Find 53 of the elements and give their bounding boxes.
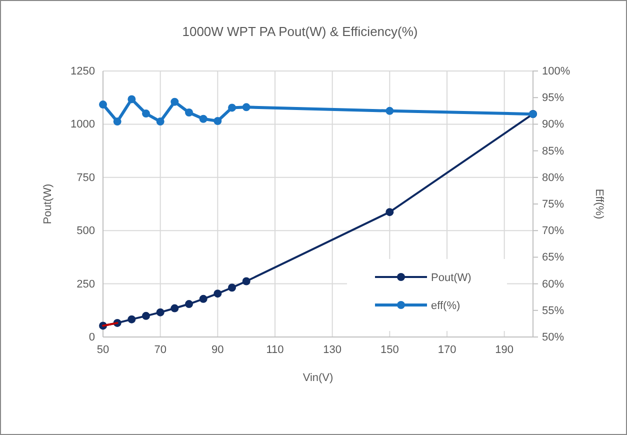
x-tick-label: 190 <box>495 344 514 356</box>
y2-tick-label: 75% <box>542 198 564 211</box>
point <box>113 118 122 126</box>
x-tick-label: 130 <box>323 344 342 356</box>
point <box>199 294 208 303</box>
y-tick-label: 1250 <box>70 66 95 78</box>
y-tick-label: 250 <box>76 278 95 290</box>
point <box>156 118 164 126</box>
y2-tick-label: 95% <box>542 92 564 104</box>
y-tick-label: 1000 <box>70 118 95 131</box>
point <box>214 290 222 298</box>
y2-tick-label: 80% <box>542 172 564 184</box>
y-tick-label: 500 <box>76 225 95 238</box>
point <box>228 104 236 112</box>
y2-tick-label: 90% <box>542 118 564 131</box>
y2-tick-label: 100% <box>542 66 570 78</box>
x-tick-label: 150 <box>380 344 399 356</box>
y2-tick-label: 70% <box>542 225 564 238</box>
point <box>228 284 236 292</box>
x-axis-title: Vin(V) <box>302 372 334 384</box>
y2-tick-label: 50% <box>542 332 564 344</box>
x-tick-label: 170 <box>438 344 456 356</box>
x-tick-label: 50 <box>96 344 110 356</box>
x-tick-label: 110 <box>266 344 284 356</box>
x-tick-label: 90 <box>212 344 224 356</box>
point <box>185 108 193 116</box>
point <box>128 95 136 104</box>
y-axis-title: Pout(W) <box>42 184 54 224</box>
point <box>128 315 136 324</box>
point <box>170 304 179 312</box>
legend-label: eff(%) <box>431 300 460 312</box>
y2-tick-label: 85% <box>542 145 564 158</box>
y-tick-label: 0 <box>88 332 95 344</box>
point <box>386 106 394 115</box>
point <box>99 100 107 109</box>
y2-tick-label: 60% <box>542 278 564 290</box>
point <box>199 114 208 123</box>
y-tick-label: 750 <box>76 172 95 184</box>
point <box>185 300 193 308</box>
point <box>142 312 150 320</box>
point <box>242 103 250 112</box>
point <box>242 277 250 286</box>
y2-tick-label: 55% <box>542 304 564 317</box>
legend-label: Pout(W) <box>431 272 472 284</box>
chart-title: 1000W WPT PA Pout(W) & Efficiency(%) <box>182 24 418 39</box>
y2-tick-label: 65% <box>542 252 564 264</box>
x-tick-label: 70 <box>154 344 166 356</box>
point <box>170 98 179 106</box>
point <box>386 208 394 216</box>
point <box>214 117 222 126</box>
point <box>142 110 150 118</box>
point <box>156 308 164 316</box>
y2-axis-title: Eff(%) <box>593 188 605 220</box>
